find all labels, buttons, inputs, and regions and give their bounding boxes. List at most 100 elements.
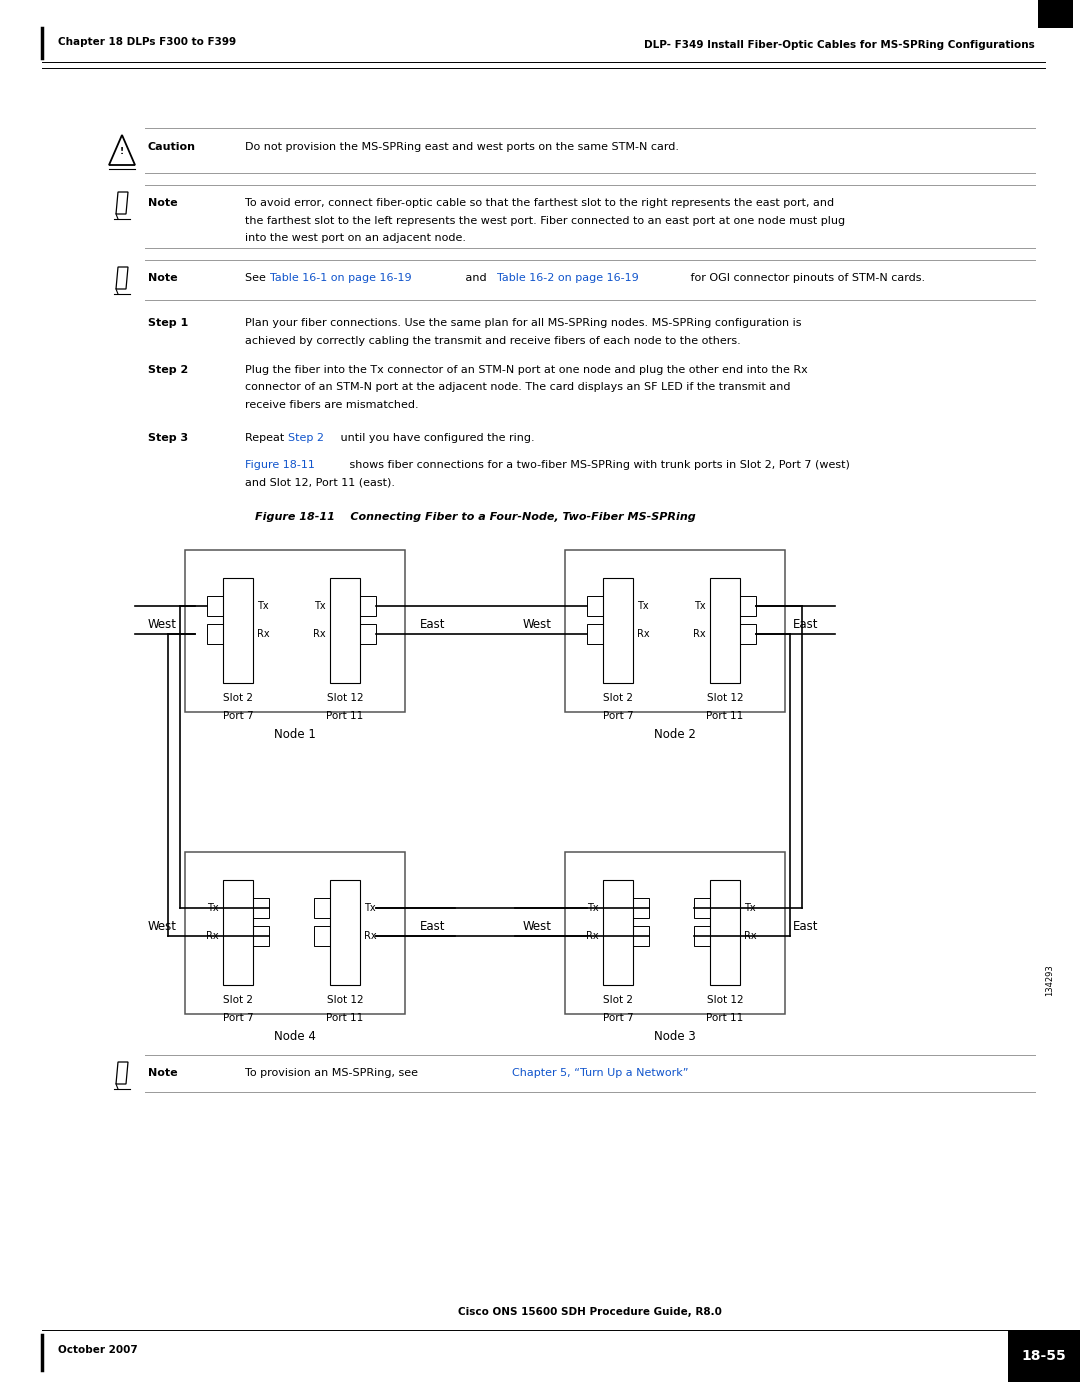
- Text: Step 2: Step 2: [148, 365, 188, 374]
- Text: Rx: Rx: [257, 629, 270, 638]
- Text: Tx: Tx: [744, 902, 756, 914]
- Text: Rx: Rx: [586, 930, 599, 942]
- Text: Rx: Rx: [206, 930, 219, 942]
- Bar: [565, 852, 785, 1014]
- Text: Port 11: Port 11: [706, 711, 744, 721]
- Bar: [603, 880, 633, 985]
- Bar: [253, 926, 269, 946]
- Bar: [1008, 1330, 1080, 1382]
- Text: Tx: Tx: [314, 601, 326, 610]
- Text: into the west port on an adjacent node.: into the west port on an adjacent node.: [245, 233, 465, 243]
- Text: Caution: Caution: [148, 142, 195, 152]
- Text: October 2007: October 2007: [58, 1345, 138, 1355]
- Text: To avoid error, connect fiber-optic cable so that the farthest slot to the right: To avoid error, connect fiber-optic cabl…: [245, 198, 834, 208]
- Text: Tx: Tx: [364, 902, 376, 914]
- Text: Chapter 5, “Turn Up a Network”: Chapter 5, “Turn Up a Network”: [512, 1067, 689, 1078]
- Text: Port 7: Port 7: [222, 711, 254, 721]
- Text: Table 16-1 on page 16-19: Table 16-1 on page 16-19: [270, 272, 411, 284]
- Text: Rx: Rx: [637, 629, 650, 638]
- Text: Cisco ONS 15600 SDH Procedure Guide, R8.0: Cisco ONS 15600 SDH Procedure Guide, R8.…: [458, 1308, 721, 1317]
- Text: for OGI connector pinouts of STM-N cards.: for OGI connector pinouts of STM-N cards…: [687, 272, 926, 284]
- Bar: [330, 880, 360, 985]
- Text: Tx: Tx: [637, 601, 649, 610]
- Text: Note: Note: [148, 1067, 177, 1078]
- Text: Tx: Tx: [694, 601, 706, 610]
- Bar: [603, 578, 633, 683]
- Text: !: !: [120, 147, 124, 156]
- Bar: [185, 550, 405, 712]
- Text: West: West: [148, 619, 177, 631]
- Text: Plan your fiber connections. Use the same plan for all MS-SPRing nodes. MS-SPRin: Plan your fiber connections. Use the sam…: [245, 319, 801, 328]
- Bar: [633, 898, 649, 918]
- Text: Tx: Tx: [588, 902, 599, 914]
- Text: West: West: [523, 921, 552, 933]
- Text: Step 2: Step 2: [288, 433, 324, 443]
- Bar: [633, 926, 649, 946]
- Bar: [1038, 0, 1074, 28]
- Bar: [740, 597, 756, 616]
- Text: Table 16-2 on page 16-19: Table 16-2 on page 16-19: [497, 272, 638, 284]
- Bar: [222, 880, 253, 985]
- Text: East: East: [793, 619, 819, 631]
- Text: Rx: Rx: [693, 629, 706, 638]
- Text: 134293: 134293: [1045, 964, 1054, 996]
- Text: and Slot 12, Port 11 (east).: and Slot 12, Port 11 (east).: [245, 478, 395, 488]
- Text: Port 11: Port 11: [326, 711, 364, 721]
- Text: East: East: [793, 921, 819, 933]
- Text: connector of an STM-N port at the adjacent node. The card displays an SF LED if : connector of an STM-N port at the adjace…: [245, 383, 791, 393]
- Text: To provision an MS-SPRing, see: To provision an MS-SPRing, see: [245, 1067, 421, 1078]
- Bar: [314, 926, 330, 946]
- Bar: [207, 597, 222, 616]
- Text: Tx: Tx: [207, 902, 219, 914]
- Text: East: East: [420, 921, 446, 933]
- Text: Repeat: Repeat: [245, 433, 287, 443]
- Text: Slot 12: Slot 12: [326, 995, 363, 1004]
- Text: Slot 2: Slot 2: [222, 995, 253, 1004]
- Bar: [222, 578, 253, 683]
- Text: Port 11: Port 11: [326, 1013, 364, 1023]
- Text: receive fibers are mismatched.: receive fibers are mismatched.: [245, 400, 419, 409]
- Bar: [565, 550, 785, 712]
- Bar: [207, 624, 222, 644]
- Text: See: See: [245, 272, 269, 284]
- Bar: [253, 898, 269, 918]
- Text: Tx: Tx: [257, 601, 269, 610]
- Text: Slot 12: Slot 12: [706, 693, 743, 703]
- Bar: [360, 624, 376, 644]
- Text: Figure 18-11: Figure 18-11: [245, 460, 315, 469]
- Bar: [330, 578, 360, 683]
- Bar: [588, 624, 603, 644]
- Text: Rx: Rx: [364, 930, 377, 942]
- Text: Step 3: Step 3: [148, 433, 188, 443]
- Bar: [185, 852, 405, 1014]
- Text: West: West: [148, 921, 177, 933]
- Bar: [360, 597, 376, 616]
- Text: Note: Note: [148, 272, 177, 284]
- Text: Port 11: Port 11: [706, 1013, 744, 1023]
- Text: the farthest slot to the left represents the west port. Fiber connected to an ea: the farthest slot to the left represents…: [245, 215, 846, 225]
- Text: Slot 2: Slot 2: [603, 693, 633, 703]
- Bar: [694, 926, 710, 946]
- Bar: [588, 597, 603, 616]
- Bar: [314, 898, 330, 918]
- Text: Slot 12: Slot 12: [706, 995, 743, 1004]
- Text: Slot 12: Slot 12: [326, 693, 363, 703]
- Text: Port 7: Port 7: [603, 711, 633, 721]
- Text: until you have configured the ring.: until you have configured the ring.: [337, 433, 535, 443]
- Bar: [710, 880, 740, 985]
- Text: Port 7: Port 7: [603, 1013, 633, 1023]
- Text: Rx: Rx: [744, 930, 757, 942]
- Text: Node 1: Node 1: [274, 728, 316, 740]
- Text: Node 2: Node 2: [654, 728, 696, 740]
- Text: Node 4: Node 4: [274, 1030, 316, 1044]
- Text: Rx: Rx: [313, 629, 326, 638]
- Text: Figure 18-11    Connecting Fiber to a Four-Node, Two-Fiber MS-SPRing: Figure 18-11 Connecting Fiber to a Four-…: [255, 511, 696, 522]
- Text: Port 7: Port 7: [222, 1013, 254, 1023]
- Text: Slot 2: Slot 2: [222, 693, 253, 703]
- Bar: [740, 624, 756, 644]
- Text: West: West: [523, 619, 552, 631]
- Text: shows fiber connections for a two-fiber MS-SPRing with trunk ports in Slot 2, Po: shows fiber connections for a two-fiber …: [346, 460, 850, 469]
- Text: Plug the fiber into the Tx connector of an STM-N port at one node and plug the o: Plug the fiber into the Tx connector of …: [245, 365, 808, 374]
- Bar: [694, 898, 710, 918]
- Text: Chapter 18 DLPs F300 to F399: Chapter 18 DLPs F300 to F399: [58, 36, 237, 47]
